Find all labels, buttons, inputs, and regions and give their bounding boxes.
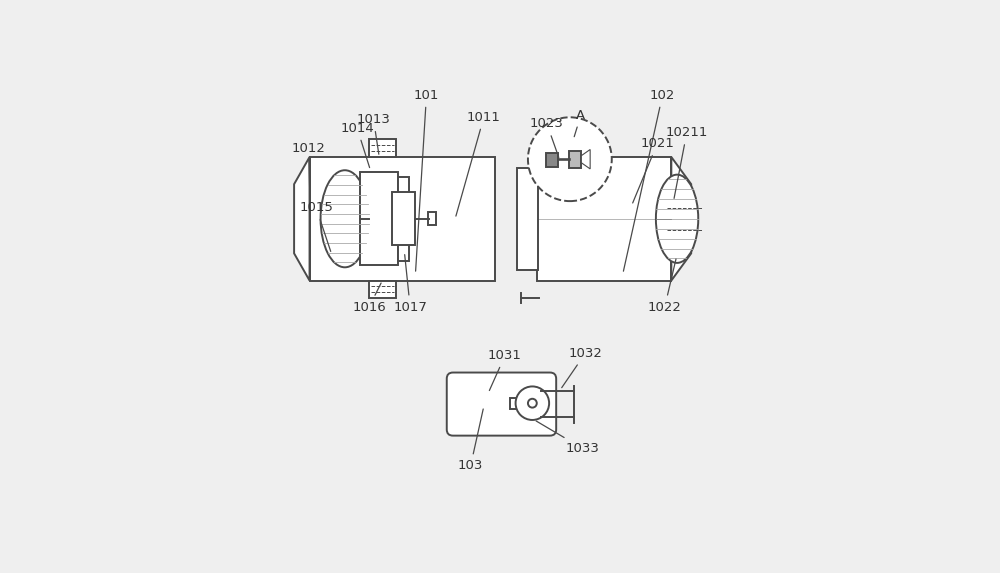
Polygon shape <box>671 157 691 281</box>
Ellipse shape <box>321 170 369 267</box>
Polygon shape <box>294 157 310 281</box>
Ellipse shape <box>656 175 698 263</box>
Text: 1015: 1015 <box>299 201 333 252</box>
Circle shape <box>528 399 537 407</box>
Text: 1012: 1012 <box>292 142 326 216</box>
Text: 1016: 1016 <box>352 283 386 313</box>
Text: 1033: 1033 <box>536 421 599 455</box>
Text: 1021: 1021 <box>633 138 674 203</box>
Bar <box>537 157 671 281</box>
Bar <box>546 153 558 167</box>
Bar <box>310 157 495 281</box>
Text: 1011: 1011 <box>456 111 501 216</box>
Text: 10211: 10211 <box>666 126 708 198</box>
Text: A: A <box>574 109 585 137</box>
Text: 101: 101 <box>414 89 439 271</box>
Text: 1023: 1023 <box>530 117 564 158</box>
Text: 1013: 1013 <box>357 113 390 154</box>
Bar <box>428 212 436 225</box>
Text: 1032: 1032 <box>562 347 602 388</box>
Bar <box>398 177 409 261</box>
Bar <box>510 398 526 409</box>
Bar <box>369 139 396 157</box>
Text: 103: 103 <box>458 409 483 472</box>
Text: 1031: 1031 <box>488 349 522 391</box>
Text: 1014: 1014 <box>340 122 374 167</box>
Text: 1017: 1017 <box>393 254 427 313</box>
Bar <box>369 281 396 298</box>
Bar <box>569 151 581 167</box>
Circle shape <box>516 386 549 420</box>
Circle shape <box>528 117 612 201</box>
Text: 1022: 1022 <box>648 259 682 313</box>
Polygon shape <box>581 150 590 169</box>
Text: 102: 102 <box>623 89 675 271</box>
Bar <box>517 168 538 269</box>
Bar <box>360 172 398 265</box>
Bar <box>392 193 415 245</box>
FancyBboxPatch shape <box>447 372 556 435</box>
